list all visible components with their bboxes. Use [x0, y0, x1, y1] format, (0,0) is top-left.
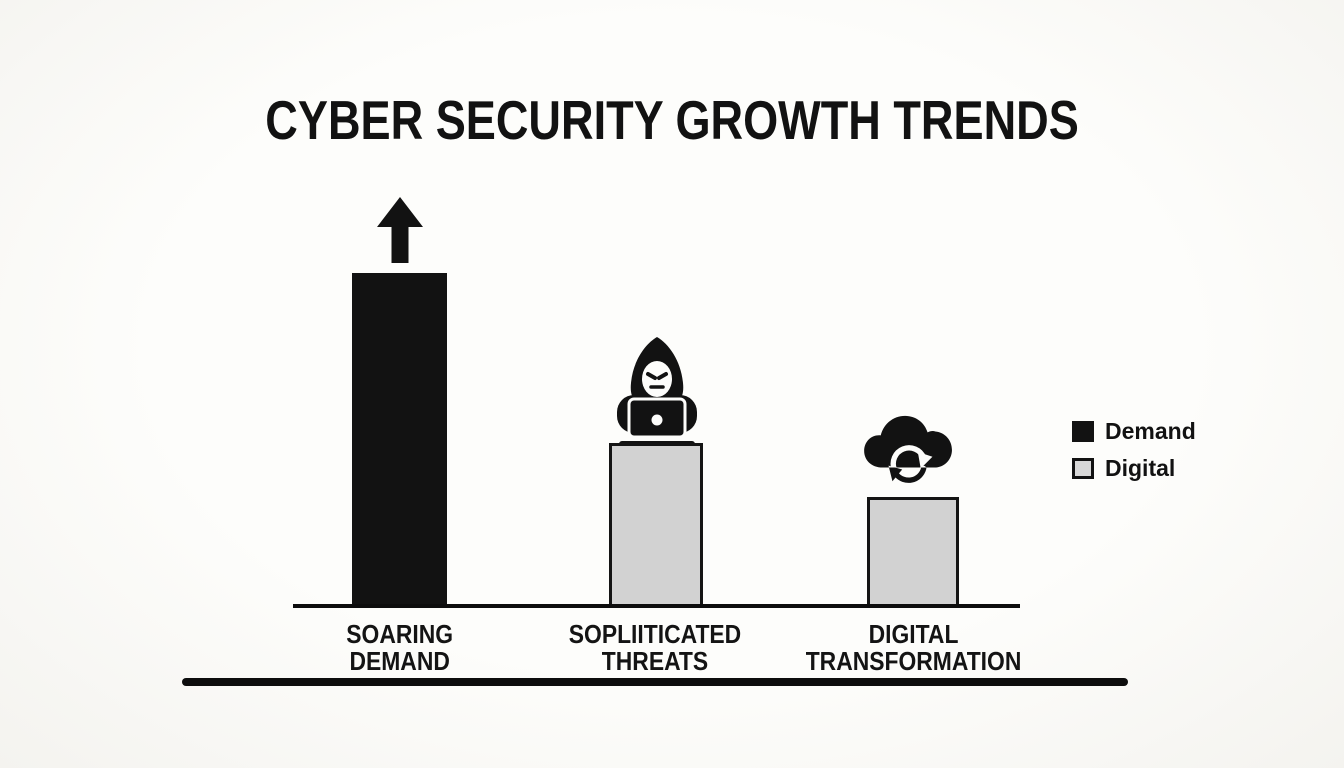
page-title-text: CYBER SECURITY GROWTH TRENDS	[265, 89, 1079, 151]
legend: Demand Digital	[1072, 419, 1196, 493]
legend-label: Digital	[1105, 455, 1176, 481]
category-label-soaring-demand: SOARING DEMAND	[300, 621, 500, 675]
category-label-line: SOARING	[346, 619, 454, 649]
legend-swatch-gray-icon	[1072, 457, 1094, 479]
hacker-laptop-icon	[612, 337, 702, 454]
legend-item-demand: Demand	[1072, 419, 1196, 443]
bar-sophisticated-threats	[609, 443, 703, 607]
up-arrow-icon	[377, 197, 423, 268]
category-label-line: THREATS	[601, 646, 709, 676]
category-label-sophisticated-threats: SOPLIITICATED THREATS	[540, 621, 770, 675]
category-label-line: DEMAND	[349, 646, 451, 676]
x-axis-baseline	[293, 604, 1020, 608]
legend-item-digital: Digital	[1072, 456, 1196, 480]
category-label-line: DIGITAL	[869, 619, 959, 649]
legend-label: Demand	[1105, 418, 1196, 444]
category-label-line: SOPLIITICATED	[568, 619, 742, 649]
legend-swatch-black-icon	[1072, 420, 1094, 442]
category-label-digital-transformation: DIGITAL TRANSFORMATION	[784, 621, 1044, 675]
category-label-line: TRANSFORMATION	[806, 646, 1022, 676]
page-title: CYBER SECURITY GROWTH TRENDS	[0, 92, 1344, 148]
bar-soaring-demand	[352, 273, 447, 607]
bottom-divider-line	[182, 678, 1128, 686]
cloud-sync-icon	[861, 409, 959, 494]
bar-digital-transformation	[867, 497, 959, 607]
